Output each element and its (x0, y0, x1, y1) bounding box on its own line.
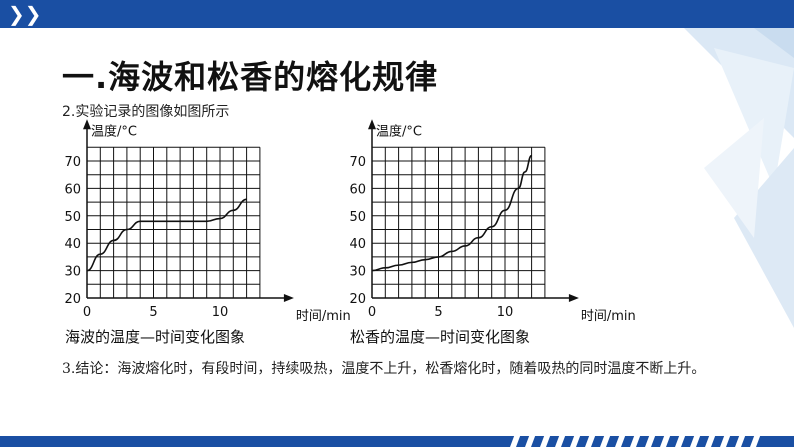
y-axis-arrow (83, 119, 91, 130)
stripe (510, 431, 522, 447)
bottom-bar (0, 436, 794, 447)
x-tick-label: 5 (434, 305, 442, 320)
stripe (585, 431, 597, 447)
series-line (86, 198, 247, 272)
y-tick-label: 60 (349, 182, 366, 197)
stripe (645, 431, 657, 447)
stripe (540, 431, 552, 447)
stripe (735, 431, 747, 447)
bottom-stripe-decoration (510, 431, 762, 447)
x-tick-label: 5 (149, 305, 157, 320)
stripe (600, 431, 612, 447)
x-tick-label: 0 (83, 305, 91, 320)
chart-title: 海波的温度—时间变化图象 (65, 328, 245, 345)
x-tick-label: 0 (368, 305, 376, 320)
stripe (720, 431, 732, 447)
stripe (675, 431, 687, 447)
x-axis-label: 时间/min (581, 309, 636, 324)
x-axis-arrow (283, 294, 294, 302)
stripe (570, 431, 582, 447)
stripe (705, 431, 717, 447)
y-axis-label: 温度/°C (376, 123, 422, 139)
top-header-bar (0, 0, 794, 28)
figure-caption: 2.实验记录的图像如图所示 (62, 104, 230, 120)
y-tick-label: 50 (64, 210, 81, 225)
stripe (555, 431, 567, 447)
y-tick-label: 50 (349, 210, 366, 225)
conclusion-text: 3.结论：海波熔化时，有段时间，持续吸热，温度不上升，松香熔化时，随着吸热的同时… (62, 361, 706, 377)
x-axis-arrow (568, 294, 579, 302)
stripe (630, 431, 642, 447)
stripe (750, 431, 762, 447)
series-line (371, 154, 533, 272)
y-axis-arrow (368, 119, 376, 130)
y-tick-label: 40 (64, 237, 81, 252)
y-axis-label: 温度/°C (91, 123, 137, 139)
decorative-geometric-shapes (684, 28, 794, 328)
y-tick-label: 20 (349, 292, 366, 307)
y-tick-label: 70 (64, 155, 81, 170)
stripe (690, 431, 702, 447)
double-chevron-icon: ❯❯ (8, 2, 42, 26)
stripe (660, 431, 672, 447)
x-axis-label: 时间/min (296, 309, 351, 324)
stripe (615, 431, 627, 447)
y-tick-label: 30 (64, 265, 81, 280)
page-title: 一.海波和松香的熔化规律 (62, 58, 439, 96)
y-tick-label: 40 (349, 237, 366, 252)
y-tick-label: 70 (349, 155, 366, 170)
y-tick-label: 20 (64, 292, 81, 307)
chart-title: 松香的温度—时间变化图象 (350, 328, 530, 345)
y-tick-label: 30 (349, 265, 366, 280)
stripe (525, 431, 537, 447)
y-tick-label: 60 (64, 182, 81, 197)
x-tick-label: 10 (212, 305, 229, 320)
x-tick-label: 10 (497, 305, 514, 320)
